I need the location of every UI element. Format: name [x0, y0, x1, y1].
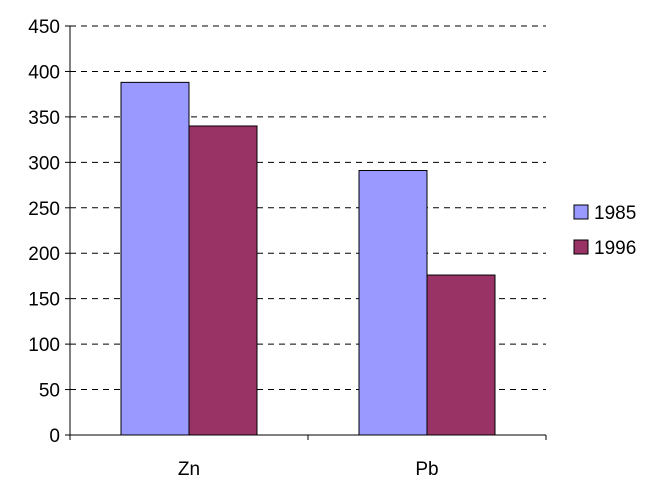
y-axis-tick-labels: 0 50 100 150 200 250 300 350 400 450: [28, 17, 60, 447]
x-tick-label: Zn: [178, 459, 200, 478]
y-tick-label: 0: [49, 426, 60, 447]
y-tick-label: 250: [28, 199, 60, 220]
x-tick-label: Pb: [415, 459, 438, 478]
bar-zn-1996: [188, 125, 258, 436]
y-tick-label: 50: [39, 381, 60, 402]
legend: 1985 1996: [573, 203, 636, 259]
y-tick-label: 450: [28, 17, 60, 38]
axes: [65, 25, 547, 440]
y-tick-label: 400: [28, 62, 60, 83]
y-tick-label: 200: [28, 244, 60, 265]
x-axis-tick-labels: Zn Pb: [178, 459, 439, 478]
legend-label: 1996: [594, 238, 636, 259]
legend-swatch-1985: [573, 204, 589, 220]
y-tick-label: 350: [28, 108, 60, 129]
y-tick-label: 150: [28, 290, 60, 311]
y-tick-label: 300: [28, 153, 60, 174]
bar-pb-1996: [426, 274, 496, 436]
bar-pb-1985: [358, 170, 428, 436]
y-tick-label: 100: [28, 335, 60, 356]
bar-zn-1985: [120, 81, 190, 436]
bars: [120, 81, 496, 436]
legend-swatch-1996: [573, 239, 589, 255]
legend-label: 1985: [594, 203, 636, 224]
